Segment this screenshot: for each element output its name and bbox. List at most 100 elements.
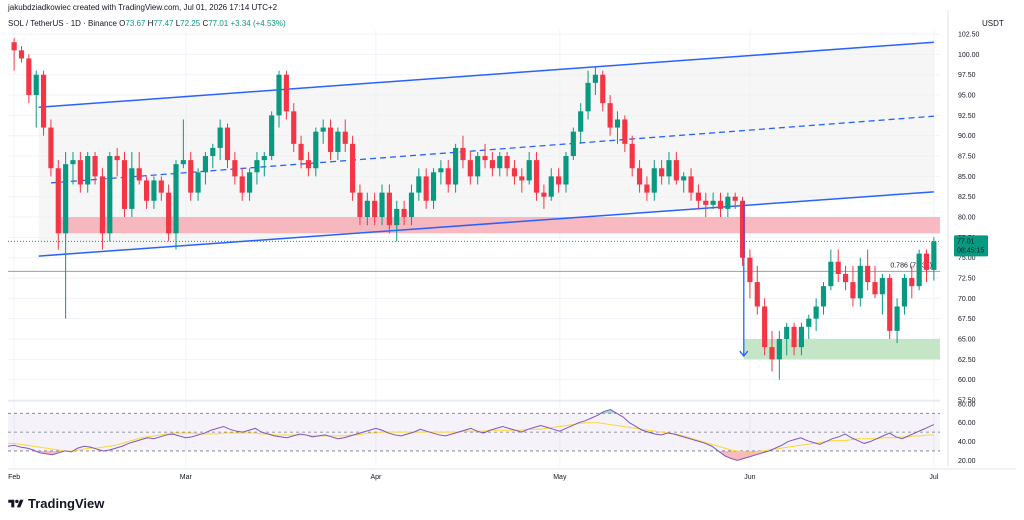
candle-body (232, 160, 238, 177)
rsi-oversold-fill (737, 450, 744, 461)
candle-body (453, 147, 459, 185)
y-tick-label: 60.00 (958, 377, 976, 384)
candle-body (806, 318, 812, 327)
candle-body (438, 168, 444, 173)
candle-body (629, 143, 635, 169)
x-tick-label: Jun (744, 474, 755, 481)
channel-fill (38, 42, 934, 257)
y-tick-label: 90.00 (958, 133, 976, 140)
candle-body (63, 164, 69, 234)
candle-body (276, 74, 282, 116)
candle-body (762, 306, 768, 348)
candle-body (335, 131, 341, 152)
candle-body (482, 156, 488, 161)
candle-body (158, 180, 164, 193)
candle-body (592, 74, 598, 83)
candle-body (541, 192, 547, 197)
candle-body (107, 156, 113, 234)
candle-body (372, 200, 378, 218)
candle-body (614, 119, 621, 128)
ohlc-change: +3.34 (+4.53%) (230, 19, 286, 28)
candle-body (622, 119, 628, 144)
candle-body (298, 143, 304, 161)
candle-body (673, 160, 679, 181)
candle-body (879, 278, 885, 295)
rsi-y-tick-label: 60.00 (958, 420, 976, 427)
candle-body (114, 156, 120, 161)
candle-body (835, 261, 841, 274)
channel-lower-line (38, 191, 934, 257)
candle-body (151, 180, 157, 201)
ohlc-open-label: O (119, 19, 126, 28)
y-tick-label: 82.50 (958, 194, 976, 201)
candle-body (585, 82, 591, 112)
candle-body (511, 168, 518, 177)
y-tick-label: 95.00 (958, 93, 976, 100)
candle-body (70, 160, 76, 165)
candle-body (732, 196, 738, 201)
creator-line: jakubdziadkowiec created with TradingVie… (8, 3, 278, 12)
candle-body (850, 282, 856, 299)
candle-body (894, 306, 900, 331)
candle-body (519, 176, 525, 181)
ohlc-high-value: 77.47 (153, 19, 174, 28)
candle-body (188, 160, 194, 193)
candle-body (342, 131, 348, 144)
symbol-name: SOL / TetherUS · 1D · Binance (8, 19, 117, 28)
candle-body (364, 200, 370, 218)
candle-body (931, 241, 937, 270)
candle-body (143, 180, 150, 201)
y-tick-label: 102.50 (958, 32, 980, 39)
x-tick-label: Feb (8, 474, 20, 481)
candle-body (423, 176, 429, 201)
candle-body (784, 326, 790, 340)
candle-body (121, 160, 128, 209)
candle-body (48, 127, 54, 169)
candle-body (828, 261, 834, 287)
ohlc-low-label: L (175, 19, 181, 28)
candle-body (136, 168, 142, 181)
channel-mid-line (50, 115, 934, 184)
candle-body (269, 115, 275, 157)
y-tick-label: 62.50 (958, 357, 976, 364)
candle-body (445, 168, 451, 185)
candle-body (659, 168, 665, 177)
candle-body (857, 265, 863, 299)
resistance-zone (58, 217, 941, 234)
candle-body (556, 176, 562, 185)
candle-body (166, 192, 172, 234)
candle-body (460, 147, 466, 161)
rsi-y-tick-label: 20.00 (958, 458, 976, 465)
rsi-oversold-fill (724, 450, 731, 459)
candle-body (916, 253, 922, 287)
candle-body (533, 160, 540, 193)
candle-body (92, 156, 98, 177)
candle-body (99, 176, 106, 234)
candle-body (695, 192, 701, 201)
candle-body (865, 265, 871, 283)
candle-body (791, 326, 797, 348)
candle-body (644, 184, 650, 193)
candle-body (600, 74, 606, 104)
candle-body (872, 282, 878, 295)
candle-body (247, 172, 253, 193)
candle-body (180, 160, 186, 165)
y-tick-label: 87.50 (958, 154, 976, 161)
candle-body (401, 208, 407, 218)
candle-body (33, 74, 39, 96)
y-tick-label: 67.50 (958, 316, 976, 323)
x-tick-label: Mar (180, 474, 193, 481)
chart-canvas[interactable]: Feb Mar Apr May Jun Jul 102.50 100.00 97.50 95.00… (0, 0, 1024, 490)
candle-body (703, 200, 709, 205)
candle-body (40, 74, 47, 128)
y-tick-label: 85.00 (958, 174, 976, 181)
candle-body (820, 286, 827, 307)
candle-body (327, 127, 334, 152)
candle-body (55, 168, 61, 234)
tradingview-logo-text: TradingView (28, 496, 105, 511)
candle-body (408, 192, 415, 218)
candle-body (710, 200, 716, 205)
candle-body (636, 168, 643, 185)
candle-body (283, 74, 289, 112)
candle-body (195, 172, 201, 193)
